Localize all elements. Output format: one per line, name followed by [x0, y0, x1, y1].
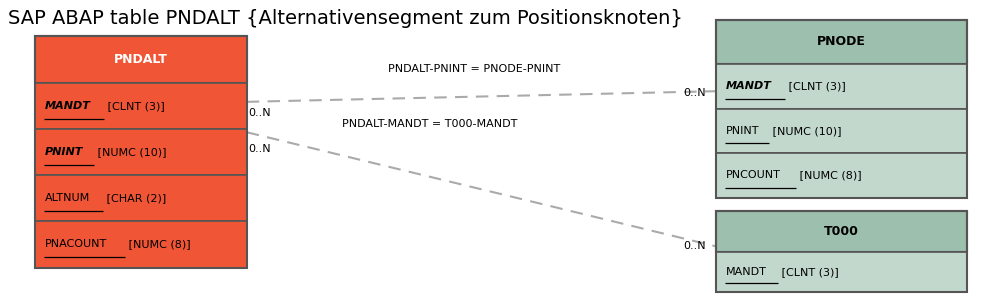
- Text: MANDT: MANDT: [44, 101, 90, 111]
- Text: [CLNT (3)]: [CLNT (3)]: [784, 81, 845, 92]
- FancyBboxPatch shape: [35, 221, 246, 268]
- Text: T000: T000: [823, 225, 858, 238]
- Text: PNDALT-MANDT = T000-MANDT: PNDALT-MANDT = T000-MANDT: [341, 119, 517, 129]
- FancyBboxPatch shape: [35, 175, 246, 221]
- Text: MANDT: MANDT: [725, 81, 770, 92]
- Text: [CLNT (3)]: [CLNT (3)]: [777, 267, 838, 277]
- Text: PNDALT: PNDALT: [113, 53, 168, 66]
- Text: 0..N: 0..N: [248, 144, 271, 154]
- Text: [NUMC (8)]: [NUMC (8)]: [796, 170, 861, 180]
- FancyBboxPatch shape: [715, 252, 966, 292]
- Text: PNODE: PNODE: [816, 36, 865, 49]
- Text: PNCOUNT: PNCOUNT: [725, 170, 780, 180]
- Text: [CHAR (2)]: [CHAR (2)]: [103, 193, 166, 203]
- Text: PNINT: PNINT: [44, 147, 83, 157]
- Text: PNINT: PNINT: [725, 126, 758, 136]
- Text: [NUMC (8)]: [NUMC (8)]: [124, 240, 190, 249]
- Text: [CLNT (3)]: [CLNT (3)]: [104, 101, 165, 111]
- FancyBboxPatch shape: [715, 211, 966, 252]
- Text: 0..N: 0..N: [682, 88, 705, 98]
- Text: MANDT: MANDT: [725, 267, 765, 277]
- FancyBboxPatch shape: [715, 109, 966, 153]
- FancyBboxPatch shape: [35, 36, 246, 83]
- FancyBboxPatch shape: [715, 64, 966, 109]
- Text: [NUMC (10)]: [NUMC (10)]: [768, 126, 840, 136]
- Text: ALTNUM: ALTNUM: [44, 193, 90, 203]
- Text: [NUMC (10)]: [NUMC (10)]: [94, 147, 167, 157]
- Text: 0..N: 0..N: [682, 241, 705, 251]
- FancyBboxPatch shape: [715, 153, 966, 198]
- Text: SAP ABAP table PNDALT {Alternativensegment zum Positionsknoten}: SAP ABAP table PNDALT {Alternativensegme…: [8, 9, 682, 28]
- Text: 0..N: 0..N: [248, 108, 271, 118]
- Text: PNACOUNT: PNACOUNT: [44, 240, 106, 249]
- FancyBboxPatch shape: [35, 129, 246, 175]
- Text: PNDALT-PNINT = PNODE-PNINT: PNDALT-PNINT = PNODE-PNINT: [387, 64, 559, 74]
- FancyBboxPatch shape: [35, 83, 246, 129]
- FancyBboxPatch shape: [715, 20, 966, 64]
